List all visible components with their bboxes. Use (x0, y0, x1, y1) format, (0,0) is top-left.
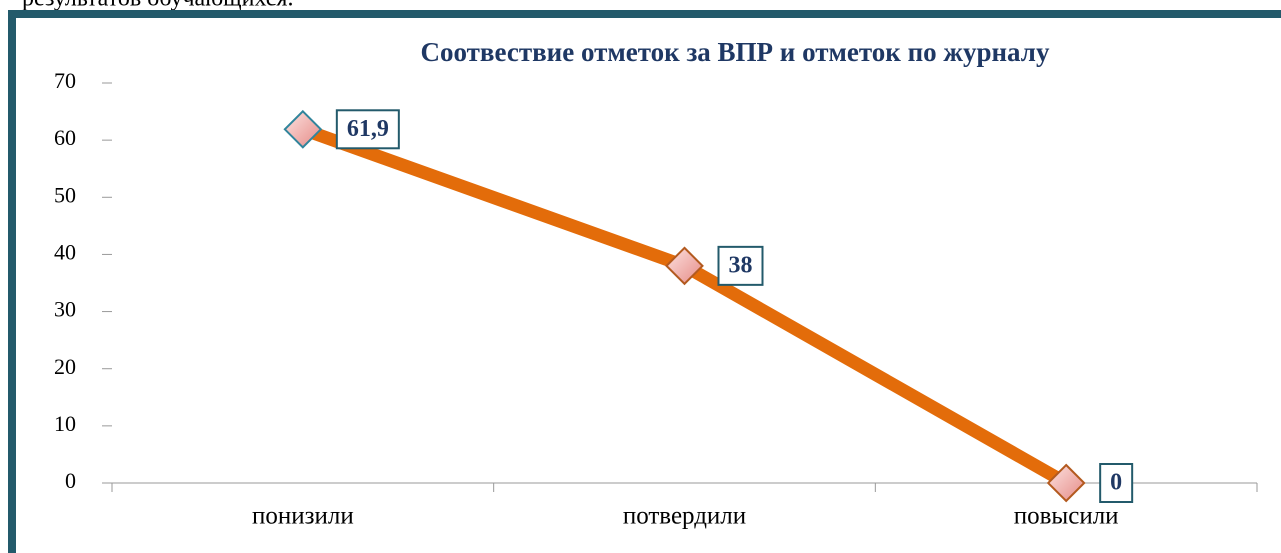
marker (665, 246, 704, 286)
data-label: 0 (1110, 470, 1122, 496)
y-tick-label: 0 (65, 468, 76, 493)
data-label-box (1099, 463, 1134, 503)
header-text: результатов обучающихся. (22, 0, 293, 12)
x-tick-label: понизили (252, 503, 354, 530)
y-tick-label: 40 (54, 239, 76, 264)
data-label-box (335, 109, 400, 150)
data-label-box (717, 245, 764, 286)
frame (8, 10, 1281, 553)
chart-title: Соотвествие отметок за ВПР и отметок по … (421, 37, 1050, 67)
marker (1046, 463, 1086, 503)
data-label: 38 (729, 252, 753, 278)
x-tick-label: повысили (1014, 503, 1119, 530)
y-tick-label: 20 (54, 354, 76, 379)
x-tick-label: потвердили (623, 503, 746, 530)
y-tick-label: 60 (54, 125, 76, 150)
y-tick-label: 10 (54, 411, 76, 436)
y-tick-label: 50 (54, 182, 76, 207)
marker (283, 109, 323, 149)
y-tick-label: 70 (54, 68, 76, 93)
data-label: 61,9 (347, 116, 389, 142)
y-tick-label: 30 (54, 297, 76, 322)
